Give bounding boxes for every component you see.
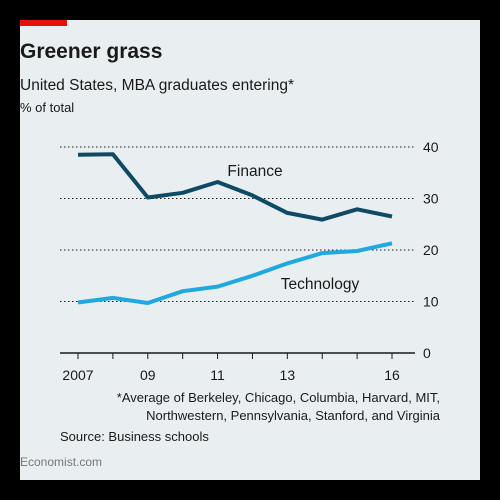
series-lines bbox=[77, 152, 393, 305]
x-tick-label: 13 bbox=[280, 367, 296, 383]
y-tick-label: 10 bbox=[423, 294, 439, 310]
economist-logo-text: Economist.com bbox=[20, 455, 103, 469]
series-labels: Finance Technology bbox=[227, 163, 359, 293]
economist-red-bar bbox=[20, 20, 67, 26]
x-tick-label: 11 bbox=[210, 367, 225, 383]
y-tick-label: 0 bbox=[423, 345, 431, 361]
series-line-technology bbox=[77, 241, 393, 305]
y-tick-label: 40 bbox=[423, 139, 439, 155]
footnote: *Average of Berkeley, Chicago, Columbia,… bbox=[116, 390, 440, 423]
gridlines bbox=[60, 146, 415, 354]
y-tick-label: 20 bbox=[423, 242, 439, 258]
series-label-technology: Technology bbox=[281, 276, 360, 293]
chart-title: Greener grass bbox=[20, 40, 163, 63]
x-tick-label: 16 bbox=[384, 367, 400, 383]
y-axis-ticks: 0 10 20 30 40 bbox=[423, 139, 439, 361]
y-axis-unit-label: % of total bbox=[20, 100, 75, 115]
x-tick-label: 09 bbox=[140, 367, 156, 383]
x-axis-ticks: 2007 09 11 13 16 bbox=[62, 353, 400, 383]
series-label-finance: Finance bbox=[227, 163, 282, 180]
series-line-finance bbox=[77, 152, 393, 222]
chart-subtitle: United States, MBA graduates entering* bbox=[20, 77, 294, 94]
source-note: Source: Business schools bbox=[60, 429, 209, 444]
x-tick-label: 2007 bbox=[62, 367, 93, 383]
y-tick-label: 30 bbox=[423, 191, 439, 207]
